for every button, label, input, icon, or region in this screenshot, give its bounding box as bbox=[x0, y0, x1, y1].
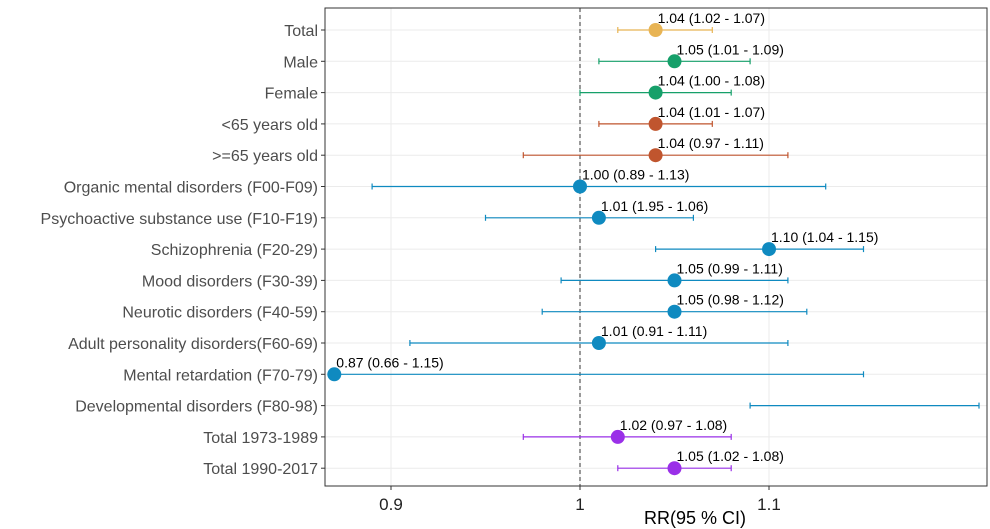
estimate-label: 1.02 (0.97 - 1.08) bbox=[620, 417, 727, 433]
point-estimate bbox=[667, 304, 682, 319]
point-estimates bbox=[327, 23, 776, 476]
category-label: Mental retardation (F70-79) bbox=[123, 367, 318, 384]
estimate-label: 1.00 (0.89 - 1.13) bbox=[582, 167, 689, 183]
x-tick-label: 1 bbox=[575, 495, 584, 514]
category-label: Total 1990-2017 bbox=[203, 461, 318, 478]
category-label: Psychoactive substance use (F10-F19) bbox=[41, 211, 318, 228]
point-estimate bbox=[667, 54, 682, 69]
point-estimate bbox=[591, 210, 606, 225]
category-label: Male bbox=[283, 54, 318, 71]
ci-bar bbox=[617, 27, 713, 33]
category-label: Mood disorders (F30-39) bbox=[142, 273, 318, 290]
x-tick-label: 0.9 bbox=[379, 495, 403, 514]
ci-bar bbox=[522, 433, 732, 440]
estimate-label: 1.05 (1.01 - 1.09) bbox=[677, 41, 784, 57]
category-label: Neurotic disorders (F40-59) bbox=[122, 305, 318, 322]
estimate-label: 1.10 (1.04 - 1.15) bbox=[771, 229, 878, 245]
category-label: >=65 years old bbox=[212, 148, 318, 165]
plot-panel-border bbox=[324, 7, 988, 487]
category-labels: Total Male Female <65 years old >=65 years o… bbox=[41, 23, 325, 478]
category-label: Total bbox=[284, 23, 318, 40]
x-axis-title: RR(95 % CI) bbox=[644, 508, 746, 528]
point-estimate bbox=[667, 273, 682, 288]
category-label: <65 years old bbox=[221, 117, 318, 134]
x-tick-label: 1.1 bbox=[757, 495, 781, 514]
estimate-label: 1.05 (0.98 - 1.12) bbox=[677, 292, 784, 308]
point-estimate bbox=[648, 148, 663, 163]
estimate-label: 0.87 (0.66 - 1.15) bbox=[336, 354, 443, 370]
x-axis-ticks: 0.9 1 1.1 bbox=[379, 486, 781, 514]
estimate-label: 1.01 (1.95 - 1.06) bbox=[601, 198, 708, 214]
ci-bar bbox=[484, 214, 695, 221]
point-estimate bbox=[762, 242, 776, 257]
category-label: Developmental disorders (F80-98) bbox=[75, 399, 318, 416]
ci-bar bbox=[371, 183, 827, 190]
point-estimate bbox=[573, 179, 587, 194]
ci-bar bbox=[654, 246, 865, 253]
point-estimate bbox=[667, 461, 682, 476]
category-label: Total 1973-1989 bbox=[203, 430, 318, 447]
point-estimate bbox=[327, 367, 342, 382]
estimate-label: 1.04 (1.01 - 1.07) bbox=[658, 104, 765, 120]
estimate-labels: 1.04 (1.02 - 1.07) 1.05 (1.01 - 1.09) 1.04… bbox=[336, 10, 878, 464]
estimate-label: 1.04 (1.02 - 1.07) bbox=[658, 10, 765, 26]
estimate-label: 1.04 (1.00 - 1.08) bbox=[658, 73, 765, 89]
estimate-label: 1.05 (1.02 - 1.08) bbox=[677, 448, 784, 464]
estimate-label: 1.04 (0.97 - 1.11) bbox=[658, 135, 764, 151]
point-estimate bbox=[610, 429, 625, 444]
estimate-label: 1.05 (0.99 - 1.11) bbox=[677, 260, 783, 276]
category-label: Organic mental disorders (F00-F09) bbox=[64, 180, 318, 197]
category-label: Adult personality disorders(F60-69) bbox=[68, 336, 318, 353]
ci-bar bbox=[749, 402, 980, 409]
category-label: Female bbox=[265, 86, 318, 103]
point-estimate bbox=[648, 23, 663, 37]
point-estimate bbox=[648, 85, 663, 100]
estimate-label: 1.01 (0.91 - 1.11) bbox=[601, 323, 707, 339]
category-label: Schizophrenia (F20-29) bbox=[151, 242, 318, 259]
point-estimate bbox=[591, 336, 606, 350]
ci-bar bbox=[333, 371, 865, 378]
point-estimate bbox=[648, 116, 663, 131]
